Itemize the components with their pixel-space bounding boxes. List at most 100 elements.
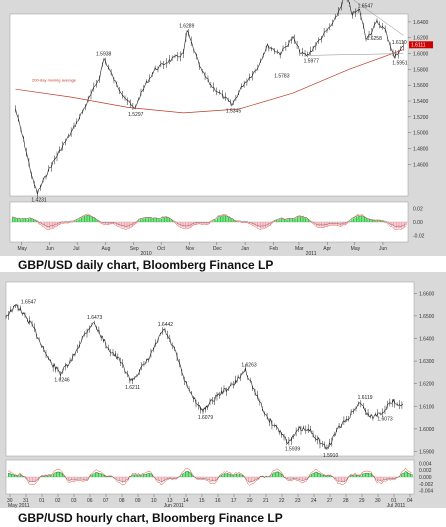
indicator-bar: [303, 216, 305, 222]
indicator-bar: [279, 472, 281, 477]
indicator-bar: [410, 473, 412, 477]
indicator-bar: [344, 222, 346, 225]
indicator-bar: [312, 222, 314, 224]
indicator-bar: [378, 220, 380, 222]
indicator-bar: [167, 477, 169, 479]
y-tick-label: 1.5000: [413, 131, 429, 137]
indicator-bar: [346, 222, 348, 224]
x-tick-label: 21: [263, 498, 269, 504]
indicator-bar: [156, 218, 158, 222]
indicator-bar: [312, 473, 314, 477]
indicator-bar: [176, 477, 178, 479]
indicator-bar: [306, 477, 308, 480]
indicator-bar: [206, 477, 208, 480]
y-tick-label: 1.6300: [419, 359, 435, 365]
indicator-bar: [167, 217, 169, 222]
indicator-bar: [155, 477, 157, 478]
indicator-bar: [285, 477, 287, 478]
indicator-bar: [287, 477, 289, 479]
price-annotation: 1.5783: [274, 74, 290, 80]
indicator-bar: [255, 477, 257, 481]
indicator-bar: [141, 475, 143, 477]
indicator-bar: [110, 476, 112, 477]
indicator-bar: [186, 222, 188, 228]
x-tick-label: Feb: [269, 246, 278, 252]
indicator-bar: [111, 222, 113, 224]
indicator-bar: [51, 475, 53, 477]
indicator-bar: [359, 475, 361, 477]
indicator-bar: [138, 474, 140, 477]
indicator-bar: [389, 477, 391, 479]
indicator-bar: [304, 218, 306, 222]
indicator-bar: [30, 477, 32, 482]
indicator-bar: [386, 477, 388, 481]
indicator-bar: [84, 477, 86, 480]
indicator-bar: [391, 222, 393, 227]
indicator-bar: [178, 222, 180, 226]
indicator-bar: [213, 219, 215, 222]
indicator-bar: [68, 222, 70, 224]
indicator-bar: [371, 473, 373, 477]
indicator-bar: [375, 477, 377, 480]
x-tick-label: 20: [247, 498, 253, 504]
indicator-bar: [81, 477, 83, 480]
indicator-bar: [212, 477, 214, 482]
indicator-bar: [316, 222, 318, 226]
indicator-bar: [383, 477, 385, 481]
price-annotation: 1.5938: [96, 51, 112, 57]
indicator-bar: [392, 477, 394, 479]
indicator-bar: [228, 217, 230, 222]
indicator-bar: [87, 215, 89, 222]
x-tick-label: Mar: [295, 246, 304, 252]
indicator-bar: [29, 477, 31, 482]
indicator-bar: [66, 477, 68, 479]
x-tick-label: 24: [311, 498, 317, 504]
indicator-bar: [387, 477, 389, 480]
indicator-bar: [240, 474, 242, 477]
indicator-bar: [314, 222, 316, 225]
indicator-bar: [194, 222, 196, 225]
indicator-bar: [275, 472, 277, 477]
indicator-bar: [246, 477, 248, 480]
indicator-bar: [372, 475, 374, 477]
indicator-bar: [292, 219, 294, 222]
indicator-bar: [301, 217, 303, 222]
indicator-bar: [311, 474, 313, 477]
indicator-bar: [146, 217, 148, 222]
indicator-bar: [261, 476, 263, 477]
indicator-bar: [248, 477, 250, 482]
indicator-bar: [33, 477, 35, 483]
indicator-bar: [221, 474, 223, 477]
month-label: Jun 2011: [164, 503, 184, 508]
indicator-bar: [82, 216, 84, 222]
indicator-bar: [278, 471, 280, 477]
x-tick-label: 30: [7, 498, 13, 504]
indicator-bar: [219, 476, 221, 477]
price-annotation: 1.5977: [304, 58, 320, 64]
indicator-bar: [125, 222, 127, 229]
indicator-bar: [395, 477, 397, 479]
y-tick-label: 1.4600: [413, 162, 429, 168]
indicator-bar: [183, 222, 185, 228]
indicator-bar: [136, 222, 138, 223]
indicator-bar: [209, 477, 211, 481]
price-annotation: 1.6263: [241, 362, 257, 368]
indicator-bar: [66, 222, 68, 223]
indicator-bar: [319, 222, 321, 227]
y-tick-label: 1.4800: [413, 147, 429, 153]
indicator-bar: [196, 222, 198, 225]
indicator-bar: [317, 472, 319, 477]
indicator-bar: [397, 222, 399, 229]
indicator-bar: [258, 222, 260, 228]
indicator-bar: [185, 471, 187, 477]
indicator-y-tick-label: 0.00: [413, 220, 423, 226]
indicator-bar: [201, 477, 203, 479]
indicator-bar: [45, 475, 47, 477]
indicator-bar: [363, 473, 365, 477]
indicator-bar: [198, 477, 200, 479]
indicator-bar: [272, 473, 274, 477]
last-price-label: 1.6111: [411, 43, 426, 49]
indicator-bar: [122, 477, 124, 483]
indicator-bar: [54, 472, 56, 477]
indicator-bar: [42, 222, 44, 226]
